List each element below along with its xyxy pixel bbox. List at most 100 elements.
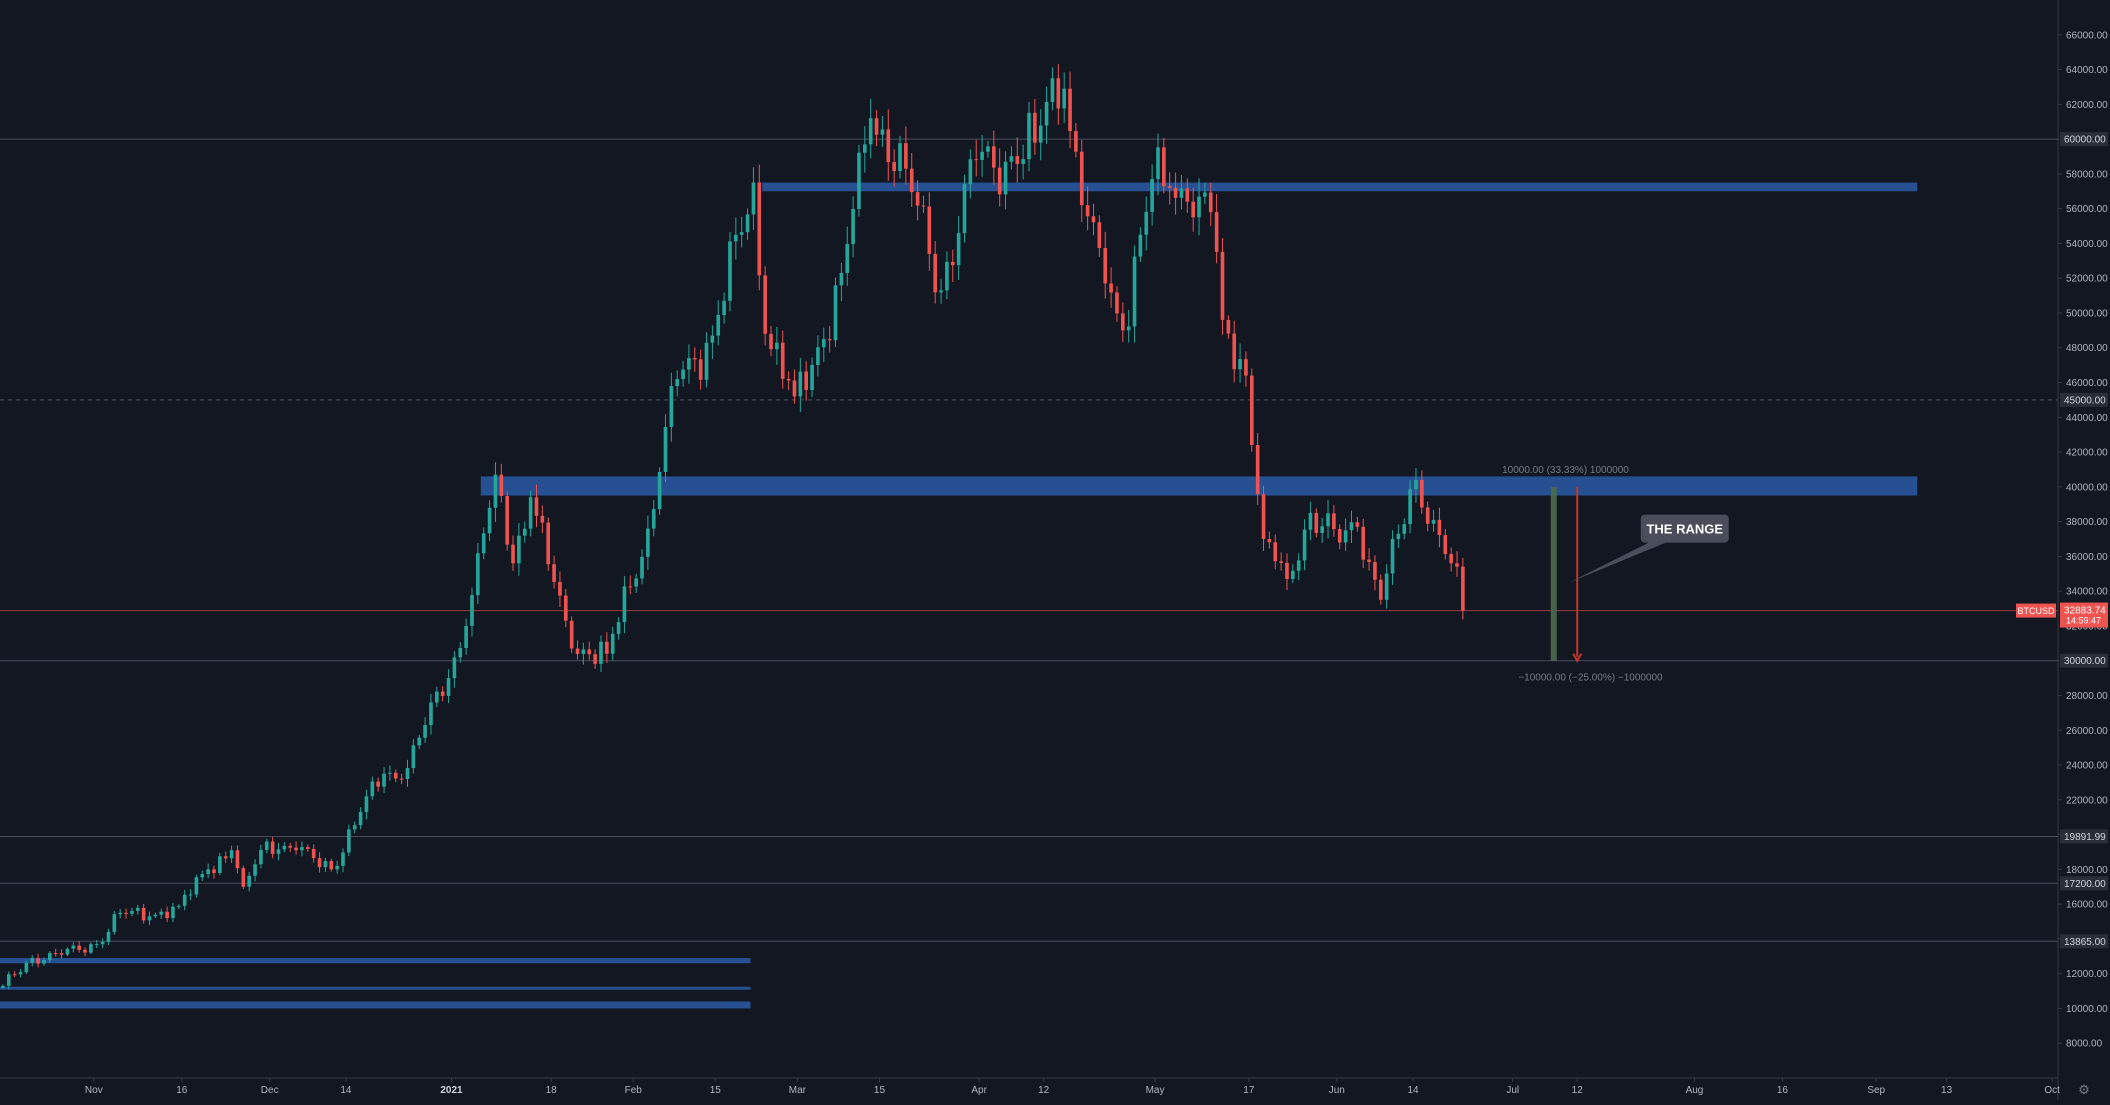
candle-body-up[interactable]	[1009, 156, 1014, 162]
candle-body-up[interactable]	[153, 914, 158, 917]
candle-body-up[interactable]	[599, 641, 603, 664]
candle-body-down[interactable]	[992, 146, 996, 168]
candle-body-down[interactable]	[1332, 513, 1336, 530]
candle-body-down[interactable]	[904, 143, 908, 169]
candle-body-up[interactable]	[945, 261, 949, 291]
candle-body-down[interactable]	[165, 911, 169, 919]
candle-body-down[interactable]	[933, 253, 938, 293]
candle-body-down[interactable]	[563, 595, 568, 621]
candle-body-up[interactable]	[89, 944, 93, 953]
candle-body-down[interactable]	[1273, 542, 1278, 562]
candle-body-down[interactable]	[575, 648, 580, 654]
candle-body-up[interactable]	[1396, 533, 1401, 539]
candle-body-down[interactable]	[317, 858, 322, 868]
candle-body-down[interactable]	[59, 953, 64, 955]
settings-gear-icon[interactable]: ⚙	[2078, 1082, 2090, 1097]
candle-body-up[interactable]	[1003, 161, 1008, 195]
candle-body-up[interactable]	[939, 290, 943, 293]
candle-body-down[interactable]	[1443, 535, 1448, 555]
candle-body-up[interactable]	[522, 528, 527, 536]
candle-body-up[interactable]	[751, 182, 756, 215]
candle-body-down[interactable]	[698, 359, 703, 380]
candle-body-down[interactable]	[1337, 529, 1342, 543]
candle-body-up[interactable]	[352, 825, 357, 830]
candle-body-up[interactable]	[1150, 179, 1154, 212]
candle-body-down[interactable]	[1097, 222, 1102, 249]
candle-body-up[interactable]	[681, 369, 685, 380]
candle-body-down[interactable]	[393, 772, 398, 779]
candle-body-down[interactable]	[886, 129, 891, 163]
zone-rectangle[interactable]	[762, 182, 1918, 192]
candle-body-up[interactable]	[1320, 526, 1324, 533]
candle-body-down[interactable]	[77, 945, 81, 950]
candle-body-up[interactable]	[868, 118, 873, 145]
candle-body-up[interactable]	[798, 371, 803, 397]
candle-body-up[interactable]	[1179, 188, 1184, 198]
candle-body-up[interactable]	[300, 847, 304, 851]
candle-body-down[interactable]	[12, 974, 17, 976]
candle-body-up[interactable]	[610, 633, 615, 654]
candle-body-up[interactable]	[687, 358, 691, 370]
candle-body-down[interactable]	[909, 168, 914, 193]
candle-body-up[interactable]	[1021, 159, 1025, 164]
candle-body-down[interactable]	[1214, 212, 1219, 252]
candle-body-up[interactable]	[962, 184, 967, 234]
candle-body-up[interactable]	[857, 152, 861, 209]
zone-rectangle[interactable]	[480, 476, 1918, 496]
candle-body-up[interactable]	[6, 974, 11, 986]
candle-body-down[interactable]	[1367, 559, 1371, 563]
candle-body-up[interactable]	[739, 232, 744, 235]
candle-body-down[interactable]	[511, 544, 515, 564]
candle-body-down[interactable]	[1015, 156, 1020, 164]
candle-body-down[interactable]	[950, 261, 955, 266]
candle-body-up[interactable]	[845, 244, 850, 273]
candle-body-up[interactable]	[1132, 256, 1137, 327]
candle-body-down[interactable]	[1449, 554, 1453, 564]
candle-body-down[interactable]	[927, 206, 932, 254]
candle-body-down[interactable]	[763, 275, 767, 334]
candle-body-up[interactable]	[30, 958, 35, 963]
candle-body-down[interactable]	[1109, 283, 1113, 293]
candle-body-up[interactable]	[728, 241, 732, 301]
candle-body-down[interactable]	[1255, 445, 1260, 495]
candle-body-up[interactable]	[1326, 513, 1330, 527]
candle-body-up[interactable]	[1414, 479, 1418, 490]
candle-body-down[interactable]	[1437, 519, 1442, 536]
candle-body-up[interactable]	[517, 535, 521, 564]
candle-body-down[interactable]	[1279, 561, 1283, 563]
candle-body-up[interactable]	[382, 773, 386, 787]
candle-body-down[interactable]	[1079, 151, 1084, 206]
candle-body-up[interactable]	[640, 556, 644, 579]
candle-body-up[interactable]	[1390, 538, 1395, 574]
candle-body-up[interactable]	[810, 364, 814, 390]
candle-body-up[interactable]	[1027, 112, 1031, 160]
candle-body-up[interactable]	[528, 497, 533, 529]
candle-body-up[interactable]	[71, 945, 76, 949]
candle-body-up[interactable]	[434, 691, 439, 703]
candle-body-down[interactable]	[1220, 251, 1225, 320]
candle-body-down[interactable]	[1191, 201, 1195, 218]
candle-body-down[interactable]	[1261, 494, 1266, 539]
candle-body-up[interactable]	[481, 533, 486, 554]
candle-body-down[interactable]	[892, 162, 896, 171]
candle-body-up[interactable]	[898, 143, 902, 171]
candle-body-up[interactable]	[1, 985, 5, 988]
candle-body-up[interactable]	[1349, 522, 1354, 531]
candle-body-down[interactable]	[1314, 512, 1319, 533]
candle-body-up[interactable]	[980, 151, 984, 160]
candle-body-down[interactable]	[540, 515, 545, 523]
candle-body-up[interactable]	[48, 953, 52, 961]
candle-body-down[interactable]	[141, 907, 146, 921]
candle-body-down[interactable]	[1285, 562, 1289, 579]
candle-body-down[interactable]	[974, 159, 979, 161]
candle-body-down[interactable]	[294, 847, 298, 851]
candle-body-down[interactable]	[1244, 359, 1248, 376]
candle-body-down[interactable]	[786, 378, 791, 381]
candle-body-up[interactable]	[177, 905, 181, 907]
candle-body-up[interactable]	[669, 386, 674, 427]
candle-body-up[interactable]	[341, 852, 345, 866]
candle-body-down[interactable]	[1461, 566, 1465, 611]
candle-body-down[interactable]	[311, 848, 316, 859]
